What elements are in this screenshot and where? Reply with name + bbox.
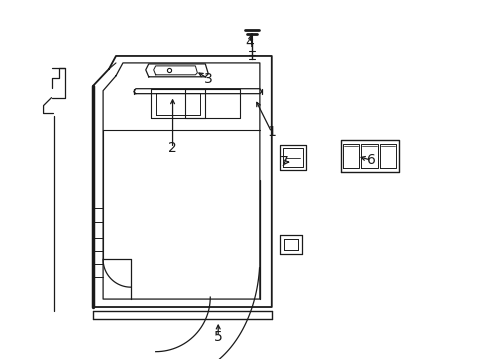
Text: 1: 1 [267, 125, 276, 139]
Text: 4: 4 [245, 36, 254, 50]
Text: 7: 7 [280, 155, 288, 169]
Text: 5: 5 [213, 330, 222, 344]
Text: 3: 3 [203, 72, 212, 86]
Text: 6: 6 [366, 153, 375, 167]
Text: 2: 2 [168, 141, 177, 155]
